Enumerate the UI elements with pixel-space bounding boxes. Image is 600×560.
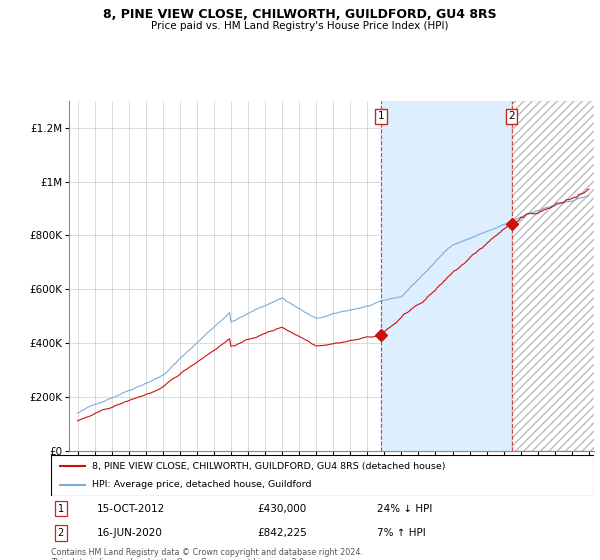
Text: Price paid vs. HM Land Registry's House Price Index (HPI): Price paid vs. HM Land Registry's House … (151, 21, 449, 31)
Text: 2: 2 (58, 528, 64, 538)
Text: 2: 2 (508, 111, 515, 122)
Text: 1: 1 (377, 111, 384, 122)
Text: £842,225: £842,225 (257, 528, 307, 538)
Text: 15-OCT-2012: 15-OCT-2012 (97, 503, 166, 514)
Text: 8, PINE VIEW CLOSE, CHILWORTH, GUILDFORD, GU4 8RS (detached house): 8, PINE VIEW CLOSE, CHILWORTH, GUILDFORD… (92, 461, 445, 470)
Bar (511, 101, 600, 451)
Text: 16-JUN-2020: 16-JUN-2020 (97, 528, 163, 538)
Text: 7% ↑ HPI: 7% ↑ HPI (377, 528, 425, 538)
Bar (381, 101, 511, 451)
Text: 8, PINE VIEW CLOSE, CHILWORTH, GUILDFORD, GU4 8RS: 8, PINE VIEW CLOSE, CHILWORTH, GUILDFORD… (103, 8, 497, 21)
Text: 1: 1 (58, 503, 64, 514)
Text: £430,000: £430,000 (257, 503, 307, 514)
Text: HPI: Average price, detached house, Guildford: HPI: Average price, detached house, Guil… (92, 480, 311, 489)
Text: Contains HM Land Registry data © Crown copyright and database right 2024.
This d: Contains HM Land Registry data © Crown c… (51, 548, 363, 560)
Bar (511, 101, 600, 451)
Text: 24% ↓ HPI: 24% ↓ HPI (377, 503, 432, 514)
